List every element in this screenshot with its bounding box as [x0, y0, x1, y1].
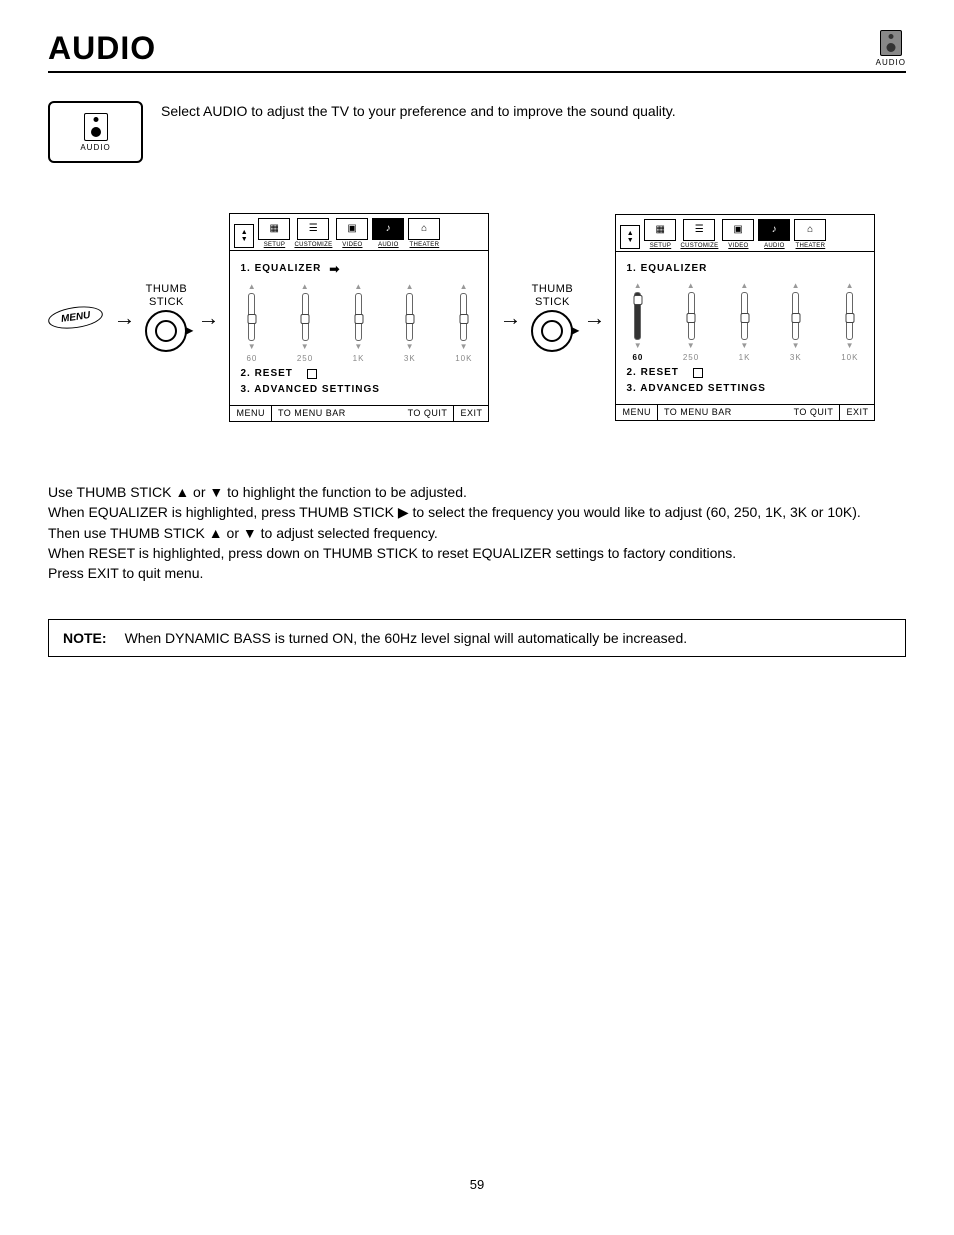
footer-exit: EXIT [839, 405, 874, 420]
eq-slider-1k: ▲▼1K [353, 283, 365, 363]
theater-icon: ⌂ [408, 218, 440, 240]
setup-icon: ▦ [258, 218, 290, 240]
tab-setup: ▦SETUP [644, 219, 676, 249]
thumb-stick-1: THUMBSTICK ▶ [145, 283, 187, 351]
select-arrow-icon: ➡ [329, 263, 340, 275]
corner-icon-label: AUDIO [876, 58, 906, 67]
osd-footer: MENU TO MENU BAR TO QUIT EXIT [616, 404, 874, 420]
footer-to-bar: TO MENU BAR [657, 405, 738, 420]
menu-item-equalizer: 1. EQUALIZER [626, 264, 864, 274]
customize-icon: ☰ [683, 219, 715, 241]
page-number: 59 [48, 1177, 906, 1192]
flow-arrow-icon: → [583, 305, 605, 331]
tab-theater: ⌂THEATER [408, 218, 440, 248]
note-text: When DYNAMIC BASS is turned ON, the 60Hz… [125, 630, 688, 646]
video-icon: ▣ [336, 218, 368, 240]
footer-to-quit: TO QUIT [402, 406, 454, 421]
audio-corner-icon: AUDIO [876, 30, 906, 67]
speaker-icon [84, 113, 108, 141]
footer-to-quit: TO QUIT [788, 405, 840, 420]
menu-item-advanced: 3. ADVANCED SETTINGS [240, 385, 478, 395]
theater-icon: ⌂ [794, 219, 826, 241]
audio-icon: ♪ [758, 219, 790, 241]
menu-item-equalizer: 1. EQUALIZER ➡ [240, 263, 478, 275]
video-icon: ▣ [722, 219, 754, 241]
intro-text: Select AUDIO to adjust the TV to your pr… [161, 101, 676, 163]
note-box: NOTE: When DYNAMIC BASS is turned ON, th… [48, 619, 906, 657]
page-header: AUDIO AUDIO [48, 30, 906, 73]
audio-icon: ♪ [372, 218, 404, 240]
tab-theater: ⌂THEATER [794, 219, 826, 249]
audio-card-label: AUDIO [80, 143, 110, 152]
osd-tabs: ▲▼ ▦SETUP ☰CUSTOMIZE ▣VIDEO ♪AUDIO ⌂THEA… [230, 214, 488, 251]
setup-icon: ▦ [644, 219, 676, 241]
tab-setup: ▦SETUP [258, 218, 290, 248]
instructions-text: Use THUMB STICK ▲ or ▼ to highlight the … [48, 482, 906, 583]
flow-diagram: MENU → THUMBSTICK ▶ → ▲▼ ▦SETUP ☰CUSTOMI… [48, 213, 906, 422]
checkbox-icon [693, 368, 703, 378]
menu-button-shape: MENU [47, 303, 105, 332]
thumb-stick-icon: ▶ [531, 310, 573, 352]
flow-arrow-icon: → [113, 305, 135, 331]
footer-to-bar: TO MENU BAR [271, 406, 352, 421]
equalizer-sliders: ▲▼60 ▲▼250 ▲▼1K ▲▼3K ▲▼10K [626, 280, 864, 362]
nav-arrows-icon: ▲▼ [234, 224, 254, 248]
menu-item-reset: 2. RESET [240, 369, 478, 379]
osd-footer: MENU TO MENU BAR TO QUIT EXIT [230, 405, 488, 421]
osd-panel-2: ▲▼ ▦SETUP ☰CUSTOMIZE ▣VIDEO ♪AUDIO ⌂THEA… [615, 214, 875, 421]
eq-slider-250: ▲▼250 [297, 283, 313, 363]
intro-row: AUDIO Select AUDIO to adjust the TV to y… [48, 101, 906, 163]
menu-item-reset: 2. RESET [626, 368, 864, 378]
osd-panel-1: ▲▼ ▦SETUP ☰CUSTOMIZE ▣VIDEO ♪AUDIO ⌂THEA… [229, 213, 489, 422]
eq-slider-10k: ▲▼10K [455, 283, 472, 363]
tab-customize: ☰CUSTOMIZE [680, 219, 718, 249]
audio-menu-card: AUDIO [48, 101, 143, 163]
tab-customize: ☰CUSTOMIZE [294, 218, 332, 248]
note-label: NOTE: [63, 630, 107, 646]
eq-slider-3k: ▲▼3K [790, 282, 802, 362]
equalizer-sliders: ▲▼60 ▲▼250 ▲▼1K ▲▼3K ▲▼10K [240, 281, 478, 363]
footer-exit: EXIT [453, 406, 488, 421]
eq-slider-60: ▲▼60 [246, 283, 257, 363]
eq-slider-60: ▲▼60 [632, 282, 643, 362]
checkbox-icon [307, 369, 317, 379]
tab-video: ▣VIDEO [722, 219, 754, 249]
thumb-stick-label: THUMBSTICK [532, 283, 574, 307]
osd-tabs: ▲▼ ▦SETUP ☰CUSTOMIZE ▣VIDEO ♪AUDIO ⌂THEA… [616, 215, 874, 252]
eq-slider-250: ▲▼250 [683, 282, 699, 362]
thumb-stick-label: THUMBSTICK [146, 283, 188, 307]
tab-video: ▣VIDEO [336, 218, 368, 248]
footer-menu: MENU [230, 406, 271, 421]
tab-audio: ♪AUDIO [372, 218, 404, 248]
eq-slider-3k: ▲▼3K [404, 283, 416, 363]
nav-arrows-icon: ▲▼ [620, 225, 640, 249]
page-title: AUDIO [48, 30, 156, 67]
eq-slider-10k: ▲▼10K [841, 282, 858, 362]
thumb-stick-2: THUMBSTICK ▶ [531, 283, 573, 351]
menu-item-advanced: 3. ADVANCED SETTINGS [626, 384, 864, 394]
flow-arrow-icon: → [499, 305, 521, 331]
eq-slider-1k: ▲▼1K [739, 282, 751, 362]
tab-audio: ♪AUDIO [758, 219, 790, 249]
flow-arrow-icon: → [197, 305, 219, 331]
customize-icon: ☰ [297, 218, 329, 240]
thumb-stick-icon: ▶ [145, 310, 187, 352]
footer-menu: MENU [616, 405, 657, 420]
speaker-icon [880, 30, 902, 56]
